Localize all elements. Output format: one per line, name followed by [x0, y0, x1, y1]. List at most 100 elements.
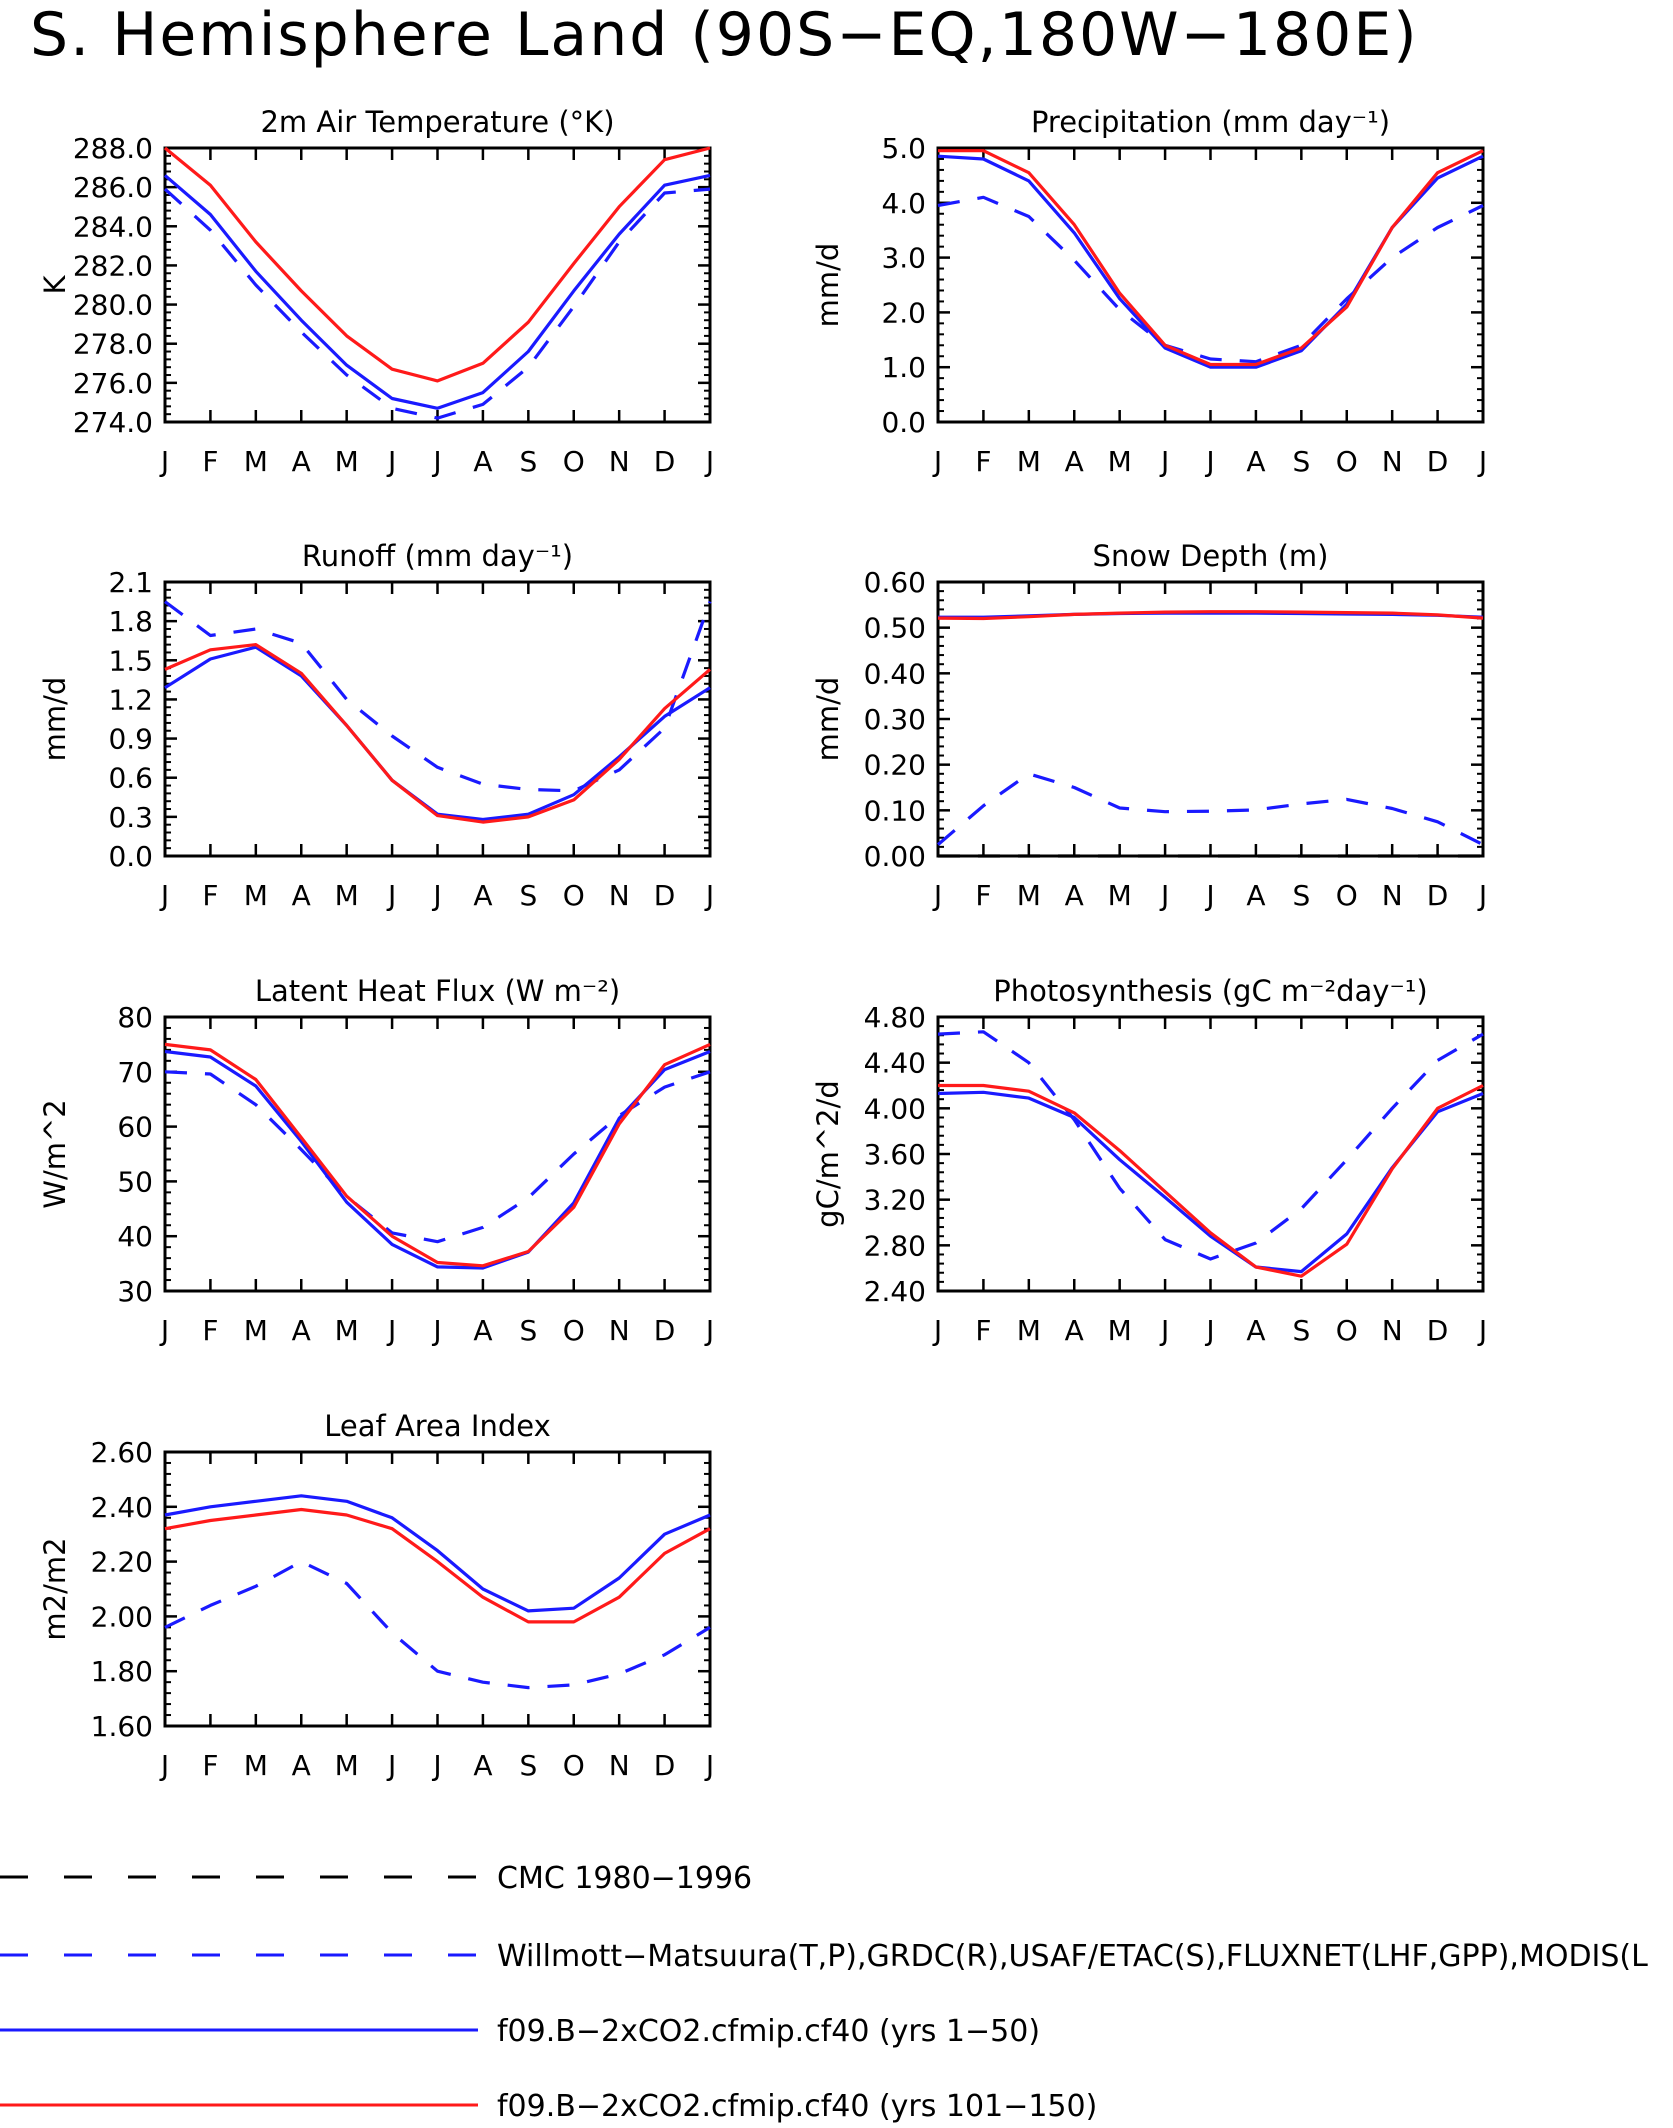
y-tick-label: 2.0 — [881, 296, 926, 329]
y-tick-label: 2.40 — [91, 1491, 153, 1524]
x-tick-label: O — [563, 879, 585, 912]
series-line — [163, 187, 711, 420]
y-tick-label: 40 — [117, 1220, 153, 1253]
x-tick-label: N — [609, 879, 630, 912]
chart-title: Photosynthesis (gC m⁻²day⁻¹) — [993, 974, 1427, 1008]
x-tick-label: M — [335, 1314, 359, 1347]
y-tick-label: 288.0 — [73, 132, 153, 165]
x-tick-label: J — [1204, 879, 1214, 912]
x-tick-label: S — [519, 445, 537, 478]
x-tick-label: J — [932, 879, 942, 912]
x-tick-label: A — [473, 445, 492, 478]
x-tick-label: N — [609, 445, 630, 478]
x-tick-label: A — [1065, 1314, 1084, 1347]
x-tick-label: S — [519, 1749, 537, 1782]
x-tick-label: O — [1336, 1314, 1358, 1347]
y-tick-label: 50 — [117, 1165, 153, 1198]
y-tick-label: 0.10 — [864, 794, 926, 827]
x-tick-label: J — [1159, 445, 1169, 478]
series-line — [937, 154, 1484, 369]
y-axis-label: gC/m^2/d — [811, 1080, 845, 1228]
x-tick-label: A — [292, 879, 311, 912]
series-line — [164, 600, 712, 793]
x-tick-label: J — [386, 879, 396, 912]
x-tick-label: M — [1017, 1314, 1041, 1347]
x-tick-label: D — [1427, 445, 1449, 478]
y-tick-label: 0.0 — [881, 406, 926, 439]
x-tick-label: J — [159, 1314, 169, 1347]
series-line — [937, 610, 1484, 621]
y-tick-label: 60 — [117, 1111, 153, 1144]
x-tick-label: J — [159, 879, 169, 912]
x-tick-label: J — [431, 879, 441, 912]
y-tick-label: 70 — [117, 1056, 153, 1089]
x-tick-label: F — [975, 879, 991, 912]
x-tick-label: M — [1108, 879, 1132, 912]
y-tick-label: 4.80 — [864, 1001, 926, 1034]
x-tick-label: O — [563, 445, 585, 478]
y-tick-label: 1.0 — [881, 351, 926, 384]
y-tick-label: 0.20 — [864, 749, 926, 782]
x-tick-label: A — [1246, 445, 1265, 478]
y-tick-label: 0.60 — [864, 566, 926, 599]
y-axis-label: mm/d — [811, 677, 845, 762]
x-tick-label: J — [704, 879, 714, 912]
chart-panel: J F M A M J J A S O N D J0.00.30.60.91.21.51.82.1Run… — [38, 539, 714, 912]
chart-title: Snow Depth (m) — [1093, 539, 1329, 573]
x-tick-label: D — [654, 1314, 676, 1347]
y-tick-label: 5.0 — [881, 132, 926, 165]
legend-label: f09.B−2xCO2.cfmip.cf40 (yrs 1−50) — [497, 2014, 1040, 2049]
y-tick-label: 1.60 — [91, 1710, 153, 1743]
series-line — [164, 1042, 711, 1268]
x-tick-label: M — [1017, 445, 1041, 478]
x-tick-label: M — [1108, 1314, 1132, 1347]
x-tick-label: F — [202, 1749, 218, 1782]
x-tick-label: M — [335, 445, 359, 478]
x-tick-label: N — [609, 1749, 630, 1782]
y-tick-label: 1.80 — [91, 1655, 153, 1688]
series-line — [164, 1559, 711, 1690]
x-tick-label: N — [1382, 1314, 1403, 1347]
chart-title: Leaf Area Index — [324, 1409, 550, 1443]
y-tick-label: 2.1 — [108, 566, 153, 599]
y-axis-label: W/m^2 — [38, 1099, 72, 1208]
series-line — [938, 1083, 1484, 1278]
y-tick-label: 30 — [117, 1275, 153, 1308]
series-line — [163, 173, 711, 410]
x-tick-label: J — [704, 1314, 714, 1347]
x-tick-label: N — [1382, 445, 1403, 478]
y-tick-label: 3.0 — [881, 242, 926, 275]
x-tick-label: O — [1336, 445, 1358, 478]
series-line — [937, 195, 1484, 364]
page-title: S. Hemisphere Land (90S−EQ,180W−180E) — [30, 0, 1419, 70]
y-tick-label: 0.3 — [108, 801, 153, 834]
y-axis-label: K — [38, 275, 72, 295]
x-tick-label: J — [932, 1314, 942, 1347]
series-line — [164, 1494, 711, 1613]
series-line — [164, 642, 712, 824]
x-tick-label: A — [1065, 445, 1084, 478]
y-tick-label: 278.0 — [73, 328, 153, 361]
series-line — [164, 1507, 711, 1624]
chart-title: Precipitation (mm day⁻¹) — [1031, 105, 1390, 139]
legend-label: Willmott−Matsuura(T,P),GRDC(R),USAF/ETAC… — [497, 1939, 1648, 1974]
x-tick-label: N — [609, 1314, 630, 1347]
series-line — [937, 1030, 1484, 1261]
chart-panel: J F M A M J J A S O N D J274.0276.0278.0280.0282.028… — [38, 105, 714, 478]
x-tick-label: A — [1246, 1314, 1265, 1347]
x-tick-label: A — [292, 1314, 311, 1347]
chart-title: Latent Heat Flux (W m⁻²) — [255, 974, 620, 1008]
x-tick-label: D — [1427, 879, 1449, 912]
x-tick-label: S — [1292, 445, 1310, 478]
y-tick-label: 2.60 — [91, 1436, 153, 1469]
y-tick-label: 2.20 — [91, 1546, 153, 1579]
y-tick-label: 80 — [117, 1001, 153, 1034]
x-tick-label: J — [932, 445, 942, 478]
x-tick-label: O — [563, 1749, 585, 1782]
y-tick-label: 2.00 — [91, 1600, 153, 1633]
x-tick-label: S — [519, 1314, 537, 1347]
x-tick-label: J — [704, 1749, 714, 1782]
x-tick-label: M — [244, 879, 268, 912]
y-tick-label: 0.30 — [864, 703, 926, 736]
series-line — [163, 146, 711, 383]
